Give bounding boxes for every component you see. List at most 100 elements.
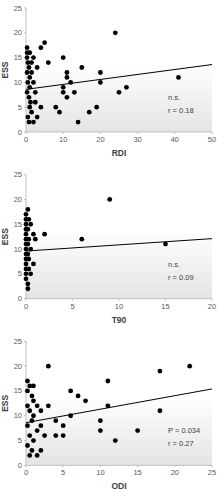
x-tick-label: 10 xyxy=(59,135,67,144)
point xyxy=(46,364,51,369)
point xyxy=(26,217,31,222)
point xyxy=(158,369,163,374)
x-tick xyxy=(100,132,101,134)
y-tick-label: 20 xyxy=(14,362,22,371)
point xyxy=(61,55,66,60)
annotation: P = 0.034 xyxy=(168,426,200,435)
point xyxy=(38,408,43,413)
point xyxy=(31,232,36,237)
y-tick xyxy=(24,366,26,367)
point xyxy=(38,423,43,428)
y-tick xyxy=(24,341,26,342)
point xyxy=(35,453,40,458)
x-tick xyxy=(137,465,138,467)
y-tick-label: 0 xyxy=(18,294,22,303)
point xyxy=(25,207,30,212)
x-tick xyxy=(174,132,175,134)
point xyxy=(27,433,32,438)
point xyxy=(27,85,32,90)
x-tick-label: 5 xyxy=(70,302,74,311)
x-tick xyxy=(165,299,166,301)
point xyxy=(76,393,81,398)
point xyxy=(24,232,29,237)
y-tick-label: 10 xyxy=(14,245,22,254)
point xyxy=(113,30,118,35)
point xyxy=(98,418,103,423)
y-tick-label: 25 xyxy=(14,4,22,13)
point xyxy=(25,70,30,75)
point xyxy=(38,448,43,453)
point xyxy=(61,423,66,428)
annotation: r = 0.27 xyxy=(168,439,194,448)
point xyxy=(25,403,30,408)
x-tick xyxy=(63,132,64,134)
y-tick xyxy=(24,440,26,441)
y-tick-label: 15 xyxy=(14,53,22,62)
point xyxy=(24,271,29,276)
point xyxy=(46,403,51,408)
point xyxy=(25,252,30,257)
y-axis-title: ESS xyxy=(0,395,10,412)
x-tick-label: 20 xyxy=(208,302,216,311)
plot-background xyxy=(26,341,212,465)
point xyxy=(25,379,30,384)
point xyxy=(25,115,30,120)
point xyxy=(98,70,103,75)
x-tick-label: 10 xyxy=(96,468,104,477)
x-tick xyxy=(137,132,138,134)
point xyxy=(31,80,36,85)
point xyxy=(35,428,40,433)
point xyxy=(24,262,29,267)
annotation: r = 0.09 xyxy=(168,273,194,282)
point xyxy=(124,85,129,90)
point xyxy=(25,281,30,286)
y-tick-label: 20 xyxy=(14,28,22,37)
y-tick xyxy=(24,32,26,33)
point xyxy=(28,100,33,105)
point xyxy=(25,45,30,50)
x-tick-label: 15 xyxy=(133,468,141,477)
y-tick-label: 0 xyxy=(18,461,22,470)
point xyxy=(25,80,30,85)
point xyxy=(65,95,70,100)
point xyxy=(27,75,32,80)
point xyxy=(61,85,66,90)
point xyxy=(53,105,58,110)
point xyxy=(26,237,31,242)
y-axis-title: ESS xyxy=(0,228,10,245)
point xyxy=(25,55,30,60)
point xyxy=(61,90,66,95)
point xyxy=(176,75,181,80)
point xyxy=(87,110,92,115)
x-tick xyxy=(26,132,27,134)
point xyxy=(53,433,58,438)
x-tick-label: 15 xyxy=(161,302,169,311)
point xyxy=(42,40,47,45)
point xyxy=(31,398,36,403)
point xyxy=(33,100,38,105)
point xyxy=(158,408,163,413)
panel: 051015202501020304050RDIESSn.s.r = 0.18 xyxy=(0,4,216,159)
point xyxy=(65,70,70,75)
figure: 051015202501020304050RDIESSn.s.r = 0.180… xyxy=(0,0,224,500)
point xyxy=(35,65,40,70)
y-axis-line xyxy=(26,8,27,132)
point xyxy=(24,222,29,227)
x-axis-title: T90 xyxy=(112,315,127,325)
point xyxy=(68,389,73,394)
point xyxy=(113,438,118,443)
y-tick-label: 20 xyxy=(14,195,22,204)
panel: 05101520250510152025ODIESSP = 0.034r = 0… xyxy=(0,337,216,492)
x-tick xyxy=(100,465,101,467)
marks xyxy=(25,30,212,124)
point xyxy=(42,433,47,438)
x-axis-line xyxy=(26,132,212,133)
x-tick-label: 10 xyxy=(115,302,123,311)
y-tick-label: 0 xyxy=(18,128,22,137)
point xyxy=(105,379,110,384)
point xyxy=(25,90,30,95)
y-tick xyxy=(24,199,26,200)
point xyxy=(28,247,33,252)
y-tick-label: 15 xyxy=(14,220,22,229)
y-tick-label: 5 xyxy=(18,436,22,445)
